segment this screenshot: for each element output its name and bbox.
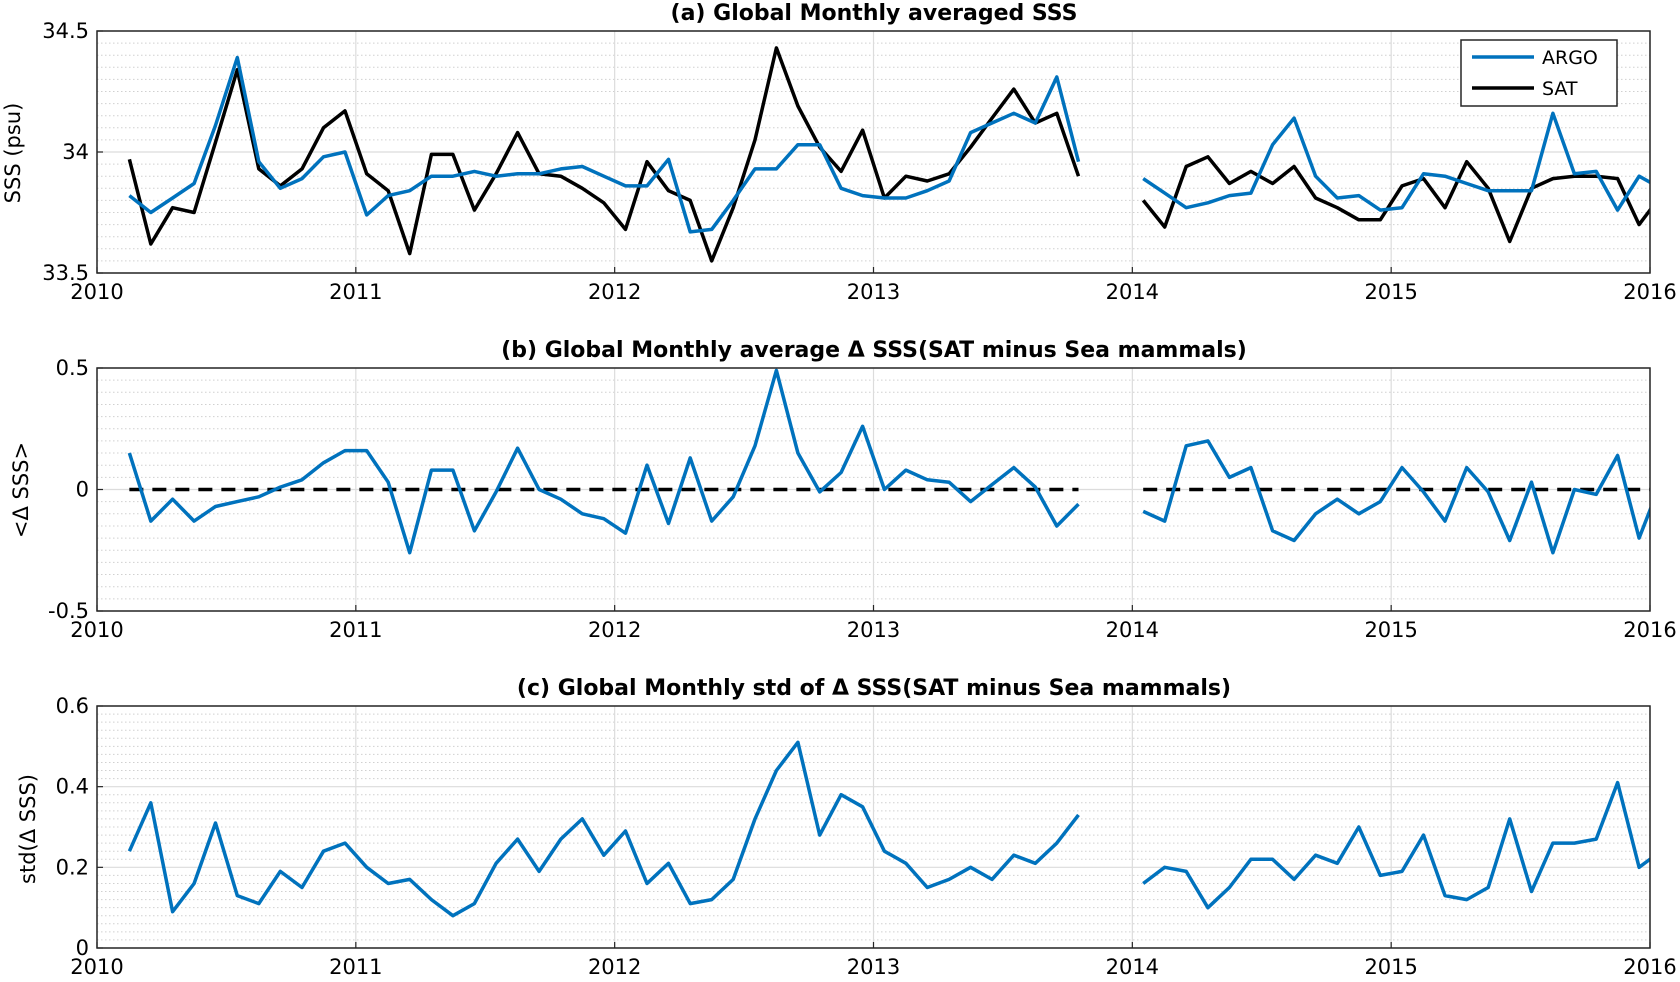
y-tick-label: 0 [76, 936, 89, 960]
panel-c-xticks: 2010 2011 2012 2013 2014 2015 2016 [70, 942, 1677, 979]
y-tick-label: 0 [76, 478, 89, 502]
legend-box [1460, 39, 1618, 107]
panel-b: (b) Global Monthly average Δ SSS(SAT min… [9, 338, 1677, 642]
panel-c: (c) Global Monthly std of Δ SSS(SAT minu… [16, 676, 1677, 979]
panel-a-series [127, 46, 1650, 263]
x-tick-label: 2012 [588, 280, 641, 304]
legend-argo-label: ARGO [1542, 47, 1598, 69]
panel-a-title: (a) Global Monthly averaged SSS [671, 1, 1078, 26]
y-tick-label: 34 [62, 140, 89, 164]
x-tick-label: 2012 [588, 955, 641, 979]
series-line-1 [127, 368, 1650, 555]
series-line-2 [127, 740, 1650, 918]
series-line-argo [128, 55, 1650, 234]
x-tick-label: 2013 [847, 280, 900, 304]
x-tick-label: 2015 [1364, 955, 1417, 979]
y-tick-label: 34.5 [42, 19, 89, 43]
x-tick-label: 2011 [329, 618, 382, 642]
panel-a-grid [96, 30, 1651, 274]
x-tick-label: 2014 [1106, 955, 1159, 979]
x-tick-label: 2010 [70, 955, 123, 979]
x-tick-label: 2010 [70, 280, 123, 304]
legend-sat-label: SAT [1542, 78, 1578, 100]
x-tick-label: 2013 [847, 618, 900, 642]
panel-a-xticks: 2010 2011 2012 2013 2014 2015 2016 [70, 267, 1677, 304]
y-tick-label: 33.5 [42, 261, 89, 285]
panel-c-series [127, 740, 1650, 918]
panel-b-title: (b) Global Monthly average Δ SSS(SAT min… [501, 338, 1247, 363]
x-tick-label: 2013 [847, 955, 900, 979]
panel-b-series [127, 368, 1650, 555]
x-tick-label: 2016 [1623, 955, 1676, 979]
y-tick-label: -0.5 [48, 599, 89, 623]
series-line-sat [127, 46, 1650, 263]
x-tick-label: 2016 [1623, 280, 1676, 304]
x-tick-label: 2012 [588, 618, 641, 642]
x-tick-label: 2015 [1364, 280, 1417, 304]
x-tick-label: 2014 [1106, 280, 1159, 304]
y-tick-label: 0.4 [56, 775, 89, 799]
panel-b-yticks: -0.5 0 0.5 [48, 356, 103, 623]
x-tick-label: 2015 [1364, 618, 1417, 642]
x-tick-label: 2016 [1623, 618, 1676, 642]
x-tick-label: 2011 [329, 280, 382, 304]
x-tick-label: 2014 [1106, 618, 1159, 642]
panel-b-xticks: 2010 2011 2012 2013 2014 2015 2016 [70, 605, 1677, 642]
panel-a: (a) Global Monthly averaged SSS SSS (psu… [1, 1, 1677, 304]
x-tick-label: 2010 [70, 618, 123, 642]
panel-b-ylabel: <Δ SSS> [9, 442, 33, 538]
panel-c-title: (c) Global Monthly std of Δ SSS(SAT minu… [517, 676, 1231, 701]
panel-c-yticks: 0 0.2 0.4 0.6 [56, 694, 103, 960]
y-tick-label: 0.2 [56, 855, 89, 879]
y-tick-label: 0.5 [56, 356, 89, 380]
x-tick-label: 2011 [329, 955, 382, 979]
legend: ARGO SAT [1460, 39, 1618, 107]
panel-a-ylabel: SSS (psu) [1, 103, 25, 204]
panel-a-yticks: 33.5 34 34.5 [42, 19, 103, 285]
panel-c-ylabel: std(Δ SSS) [16, 774, 40, 884]
y-tick-label: 0.6 [56, 694, 89, 718]
